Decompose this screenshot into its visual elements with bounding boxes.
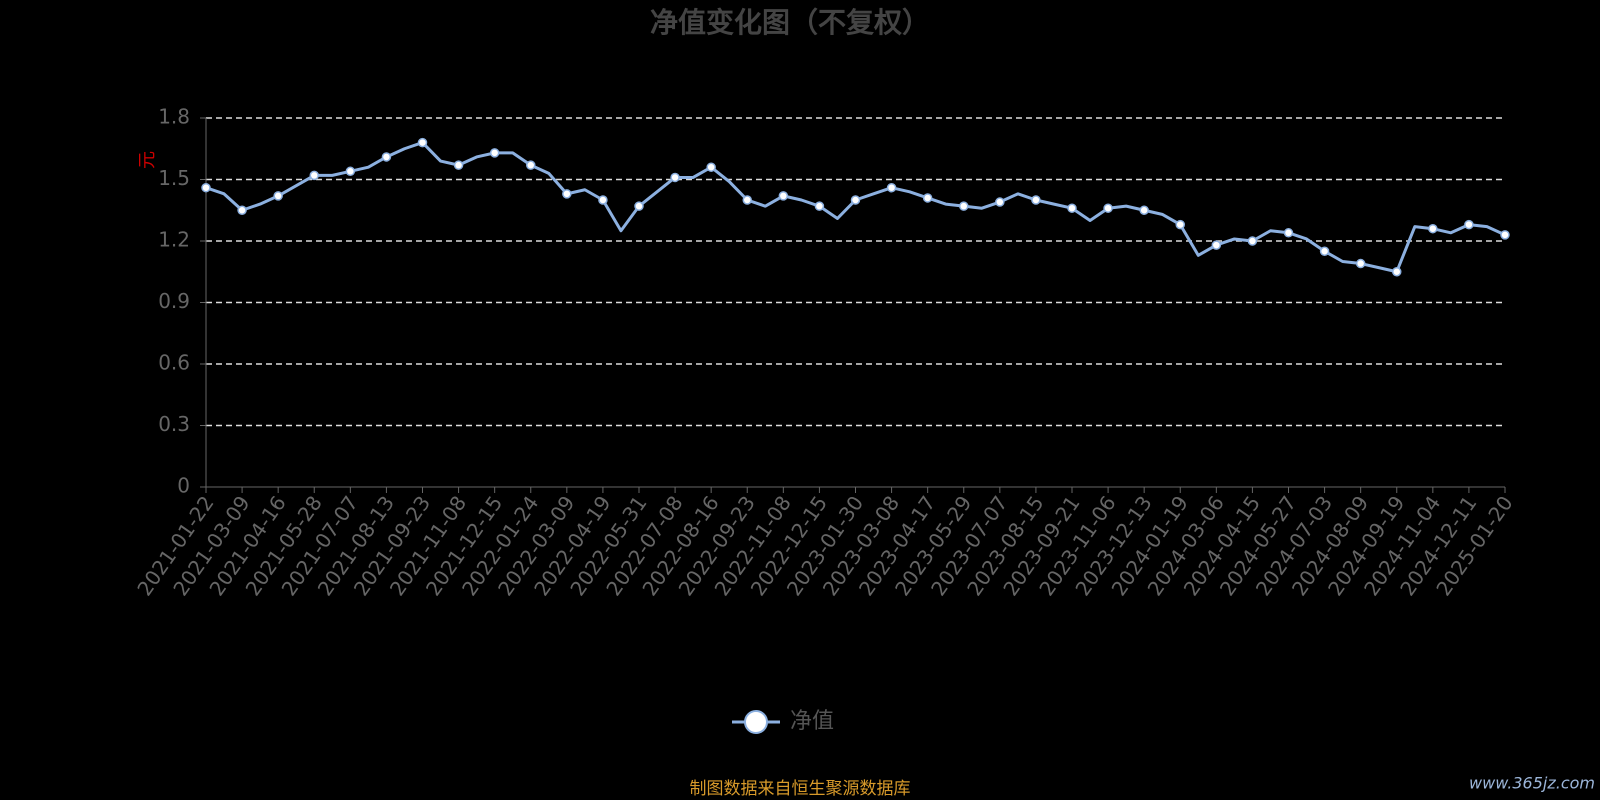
point-marker — [489, 148, 500, 158]
legend-marker — [744, 710, 768, 734]
point-marker — [1211, 240, 1222, 250]
y-tick-label: 1.8 — [158, 105, 190, 129]
point-marker — [922, 193, 933, 203]
point-marker — [273, 191, 283, 201]
point-marker — [598, 195, 608, 205]
footer: 制图数据来自恒生聚源数据库 — [690, 779, 911, 799]
chart-title: 净值变化图（不复权） — [650, 6, 930, 39]
point-marker — [309, 170, 319, 181]
point-marker — [562, 189, 572, 199]
point-marker — [237, 205, 247, 215]
point-marker — [1319, 246, 1330, 256]
point-marker — [1139, 205, 1149, 215]
y-tick-label: 0.3 — [158, 412, 190, 436]
point-marker — [995, 197, 1005, 207]
series-line — [205, 141, 1506, 274]
y-axis-label: 元 — [137, 151, 158, 169]
point-marker — [1031, 195, 1041, 205]
point-marker — [1175, 219, 1185, 230]
point-marker — [959, 201, 969, 211]
point-marker — [345, 166, 356, 177]
point-marker — [814, 201, 825, 211]
point-marker — [1355, 258, 1366, 269]
point-marker — [1500, 230, 1510, 240]
point-marker — [417, 137, 428, 148]
point-marker — [886, 182, 897, 193]
point-marker — [742, 195, 752, 205]
legend-label: 净值 — [790, 709, 834, 734]
point-marker — [453, 160, 464, 170]
point-marker — [1428, 223, 1438, 234]
point-marker — [1067, 203, 1077, 213]
point-marker — [526, 160, 536, 170]
y-tick-label: 1.5 — [158, 166, 190, 190]
point-marker — [1464, 219, 1474, 230]
y-tick-label: 0.6 — [158, 351, 190, 375]
point-marker — [706, 162, 716, 172]
point-marker — [1103, 203, 1113, 213]
point-marker — [1392, 267, 1402, 277]
y-tick-label: 1.2 — [158, 228, 190, 252]
point-marker — [778, 191, 789, 201]
watermark: www.365jz.com — [1469, 774, 1595, 793]
point-marker — [1283, 228, 1294, 238]
point-marker — [634, 201, 644, 211]
point-marker — [381, 152, 392, 162]
point-marker — [1247, 236, 1258, 246]
point-marker — [850, 195, 861, 205]
point-marker — [201, 182, 211, 193]
point-marker — [670, 172, 680, 183]
y-tick-label: 0.9 — [158, 289, 190, 313]
y-tick-label: 0 — [177, 474, 190, 498]
